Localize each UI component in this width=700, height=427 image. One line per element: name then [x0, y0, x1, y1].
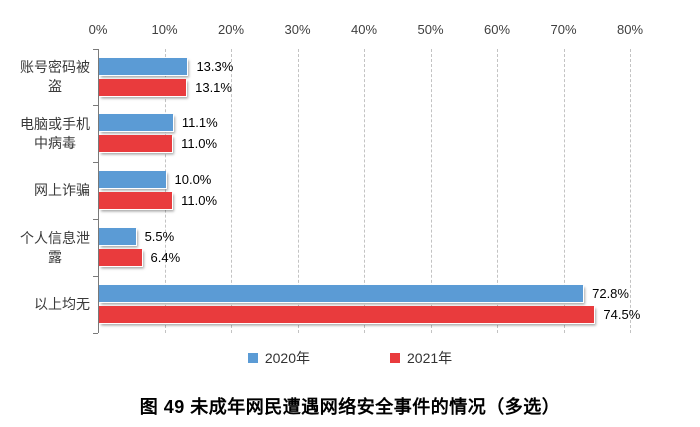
bar-2020年: [99, 227, 136, 245]
category-label: 账号密码被 盗: [6, 49, 90, 106]
y-axis-tick: [93, 105, 98, 107]
x-axis-tick-label: 60%: [483, 22, 511, 37]
gridline: [563, 49, 565, 333]
y-axis-tick: [93, 162, 98, 164]
x-axis-tick-label: 20%: [217, 22, 245, 37]
category-label-text: 以上均无: [34, 296, 90, 313]
gridline: [430, 49, 432, 333]
gridline: [297, 49, 299, 333]
legend-swatch-2020: [247, 353, 258, 363]
value-label: 72.8%: [592, 285, 629, 301]
y-axis-tick: [93, 332, 98, 334]
value-label: 13.1%: [195, 79, 232, 95]
category-label-text: 个人信息泄 露: [20, 229, 90, 265]
category-label-text: 账号密码被 盗: [20, 59, 90, 95]
bar-2021年: [99, 305, 595, 323]
category-label: 以上均无: [6, 276, 90, 333]
bar-2021年: [99, 248, 142, 266]
legend-swatch-2021: [390, 353, 400, 363]
gridline: [231, 49, 232, 333]
bar-2021年: [99, 192, 173, 210]
x-axis-tick-label: 80%: [616, 22, 644, 37]
legend-item-2021: 2021年: [390, 350, 452, 366]
bar-2020年: [99, 114, 173, 132]
gridline: [497, 49, 498, 333]
value-label: 13.3%: [196, 58, 234, 74]
value-label: 5.5%: [144, 228, 175, 244]
value-label: 6.4%: [150, 249, 181, 265]
y-axis-tick: [93, 275, 98, 277]
y-axis-line: [98, 49, 99, 333]
x-axis-tick-label: 50%: [417, 22, 444, 37]
bar-2021年: [99, 78, 187, 96]
legend-label-2020: 2020年: [264, 350, 310, 366]
bar-2020年: [99, 171, 166, 189]
category-label: 网上诈骗: [6, 163, 90, 220]
category-label-text: 电脑或手机 中病毒: [20, 116, 90, 152]
value-label: 74.5%: [603, 306, 641, 322]
x-axis-tick-label: 30%: [284, 22, 311, 37]
gridline: [164, 49, 166, 333]
value-label: 11.0%: [181, 136, 218, 152]
category-label-text: 网上诈骗: [34, 182, 90, 199]
legend-item-2020: 2020年: [247, 350, 310, 366]
value-label: 11.1%: [181, 115, 218, 131]
bar-2020年: [99, 284, 584, 302]
legend: 2020年 2021年: [0, 350, 700, 366]
legend-label-2021: 2021年: [407, 350, 453, 366]
value-label: 11.0%: [181, 193, 218, 209]
category-label: 电脑或手机 中病毒: [6, 106, 90, 163]
category-label: 个人信息泄 露: [6, 219, 90, 276]
value-label: 10.0%: [174, 172, 212, 188]
x-axis-tick-label: 40%: [350, 22, 378, 37]
bar-2020年: [99, 57, 188, 75]
x-axis-tick-label: 70%: [550, 22, 577, 37]
x-axis-tick-label: 10%: [151, 22, 178, 37]
gridline: [364, 49, 365, 333]
y-axis-tick: [93, 48, 98, 50]
figure-caption: 图 49 未成年网民遭遇网络安全事件的情况（多选）: [139, 397, 561, 417]
y-axis-tick: [93, 218, 98, 220]
gridline: [630, 49, 631, 333]
x-axis-tick-label: 0%: [88, 22, 108, 37]
bar-2021年: [99, 135, 173, 153]
